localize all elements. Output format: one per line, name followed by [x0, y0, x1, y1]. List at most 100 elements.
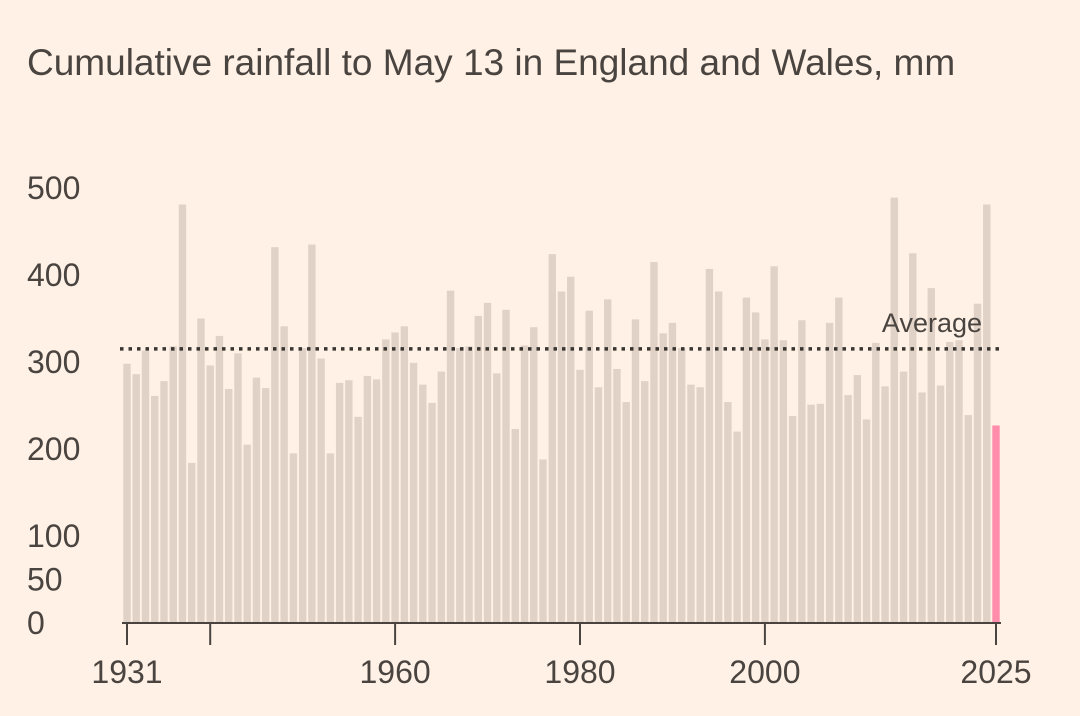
bar-2025: [992, 425, 1000, 623]
bar-1979: [567, 276, 575, 623]
bar-1981: [585, 310, 593, 623]
bar-2023: [973, 303, 982, 623]
bar-1998: [742, 297, 751, 623]
x-tick-label: 2000: [729, 654, 800, 690]
bar-1973: [511, 428, 519, 623]
bar-1967: [456, 348, 464, 623]
bar-1944: [243, 444, 251, 623]
bar-2001: [770, 266, 778, 623]
bar-1986: [631, 319, 640, 623]
bar-2017: [918, 392, 926, 623]
y-tick-label: 50: [27, 562, 63, 598]
bar-1985: [622, 402, 630, 623]
bar-2018: [927, 288, 935, 623]
bar-1959: [382, 339, 390, 623]
bar-1961: [400, 326, 409, 623]
bar-1942: [224, 388, 233, 623]
bar-1946: [261, 388, 270, 623]
bar-1932: [132, 374, 140, 623]
bar-1995: [714, 291, 723, 623]
x-tick-label: 2025: [960, 654, 1031, 690]
bar-1965: [437, 371, 446, 623]
bar-2009: [844, 395, 852, 623]
bar-2006: [816, 403, 825, 623]
bar-2000: [761, 339, 769, 623]
bar-1948: [280, 326, 288, 623]
bar-2011: [862, 419, 871, 623]
bar-1999: [751, 312, 760, 623]
bar-2002: [779, 340, 788, 623]
bar-1933: [141, 350, 150, 623]
bar-1989: [659, 333, 667, 623]
bar-1964: [428, 402, 436, 623]
bar-1984: [613, 368, 621, 623]
bar-2014: [890, 197, 899, 623]
bar-1945: [252, 377, 261, 623]
bar-1943: [234, 353, 242, 623]
bar-1939: [197, 318, 205, 623]
bar-1952: [317, 358, 325, 623]
bar-2013: [881, 386, 889, 623]
bar-1996: [724, 402, 732, 623]
bar-2008: [835, 297, 843, 623]
bar-2004: [798, 320, 806, 623]
x-tick-label: 1960: [360, 654, 431, 690]
bar-1953: [326, 453, 335, 623]
bar-2024: [983, 204, 991, 623]
average-label: Average: [882, 308, 982, 338]
bar-1954: [335, 382, 344, 623]
bar-1980: [576, 369, 584, 623]
bar-2015: [899, 371, 908, 623]
y-tick-label: 300: [27, 344, 80, 380]
bar-1990: [668, 322, 677, 623]
bar-2003: [788, 415, 797, 623]
bar-2020: [946, 341, 954, 623]
bar-1941: [215, 335, 224, 623]
bar-1960: [391, 332, 399, 623]
bar-1936: [169, 346, 177, 623]
bar-1968: [465, 346, 473, 623]
bar-1976: [539, 459, 547, 623]
y-tick-label: 100: [27, 518, 80, 554]
y-tick-label: 0: [27, 605, 45, 641]
bar-1962: [409, 362, 418, 623]
bar-1937: [178, 204, 187, 623]
bar-1972: [502, 309, 510, 623]
bar-1940: [206, 365, 214, 623]
bar-1982: [594, 387, 603, 623]
bar-1993: [696, 387, 704, 623]
bar-2007: [825, 322, 834, 623]
bar-1988: [650, 261, 658, 623]
bar-1949: [289, 453, 298, 623]
bar-1977: [548, 254, 556, 623]
bar-1951: [308, 244, 316, 624]
chart-title: Cumulative rainfall to May 13 in England…: [27, 42, 956, 83]
bar-1974: [520, 345, 529, 623]
bar-1931: [123, 363, 131, 623]
bar-1992: [687, 384, 695, 623]
bar-1987: [641, 381, 649, 623]
bar-1970: [483, 302, 492, 623]
bars: [123, 197, 1000, 624]
average-group: Average: [120, 308, 1002, 351]
bar-1938: [188, 462, 196, 623]
bar-1957: [363, 375, 372, 623]
bar-2010: [853, 375, 862, 623]
y-tick-labels: 0 50 100 200 300 400 500: [27, 170, 80, 641]
bar-1983: [604, 299, 612, 623]
bar-1966: [446, 290, 455, 623]
y-tick-label: 500: [27, 170, 80, 206]
x-tick-label: 1931: [91, 654, 162, 690]
bar-1994: [705, 268, 714, 623]
y-tick-label: 200: [27, 431, 80, 467]
x-tick-label: 1980: [544, 654, 615, 690]
bar-2022: [964, 415, 972, 623]
bar-2016: [909, 253, 917, 623]
bar-1971: [493, 373, 501, 623]
bar-1958: [372, 379, 381, 623]
x-axis: 1931 1960 1980 2000 2025: [91, 622, 1032, 690]
y-tick-label: 400: [27, 257, 80, 293]
bar-2005: [807, 404, 815, 623]
bar-1934: [151, 395, 159, 623]
